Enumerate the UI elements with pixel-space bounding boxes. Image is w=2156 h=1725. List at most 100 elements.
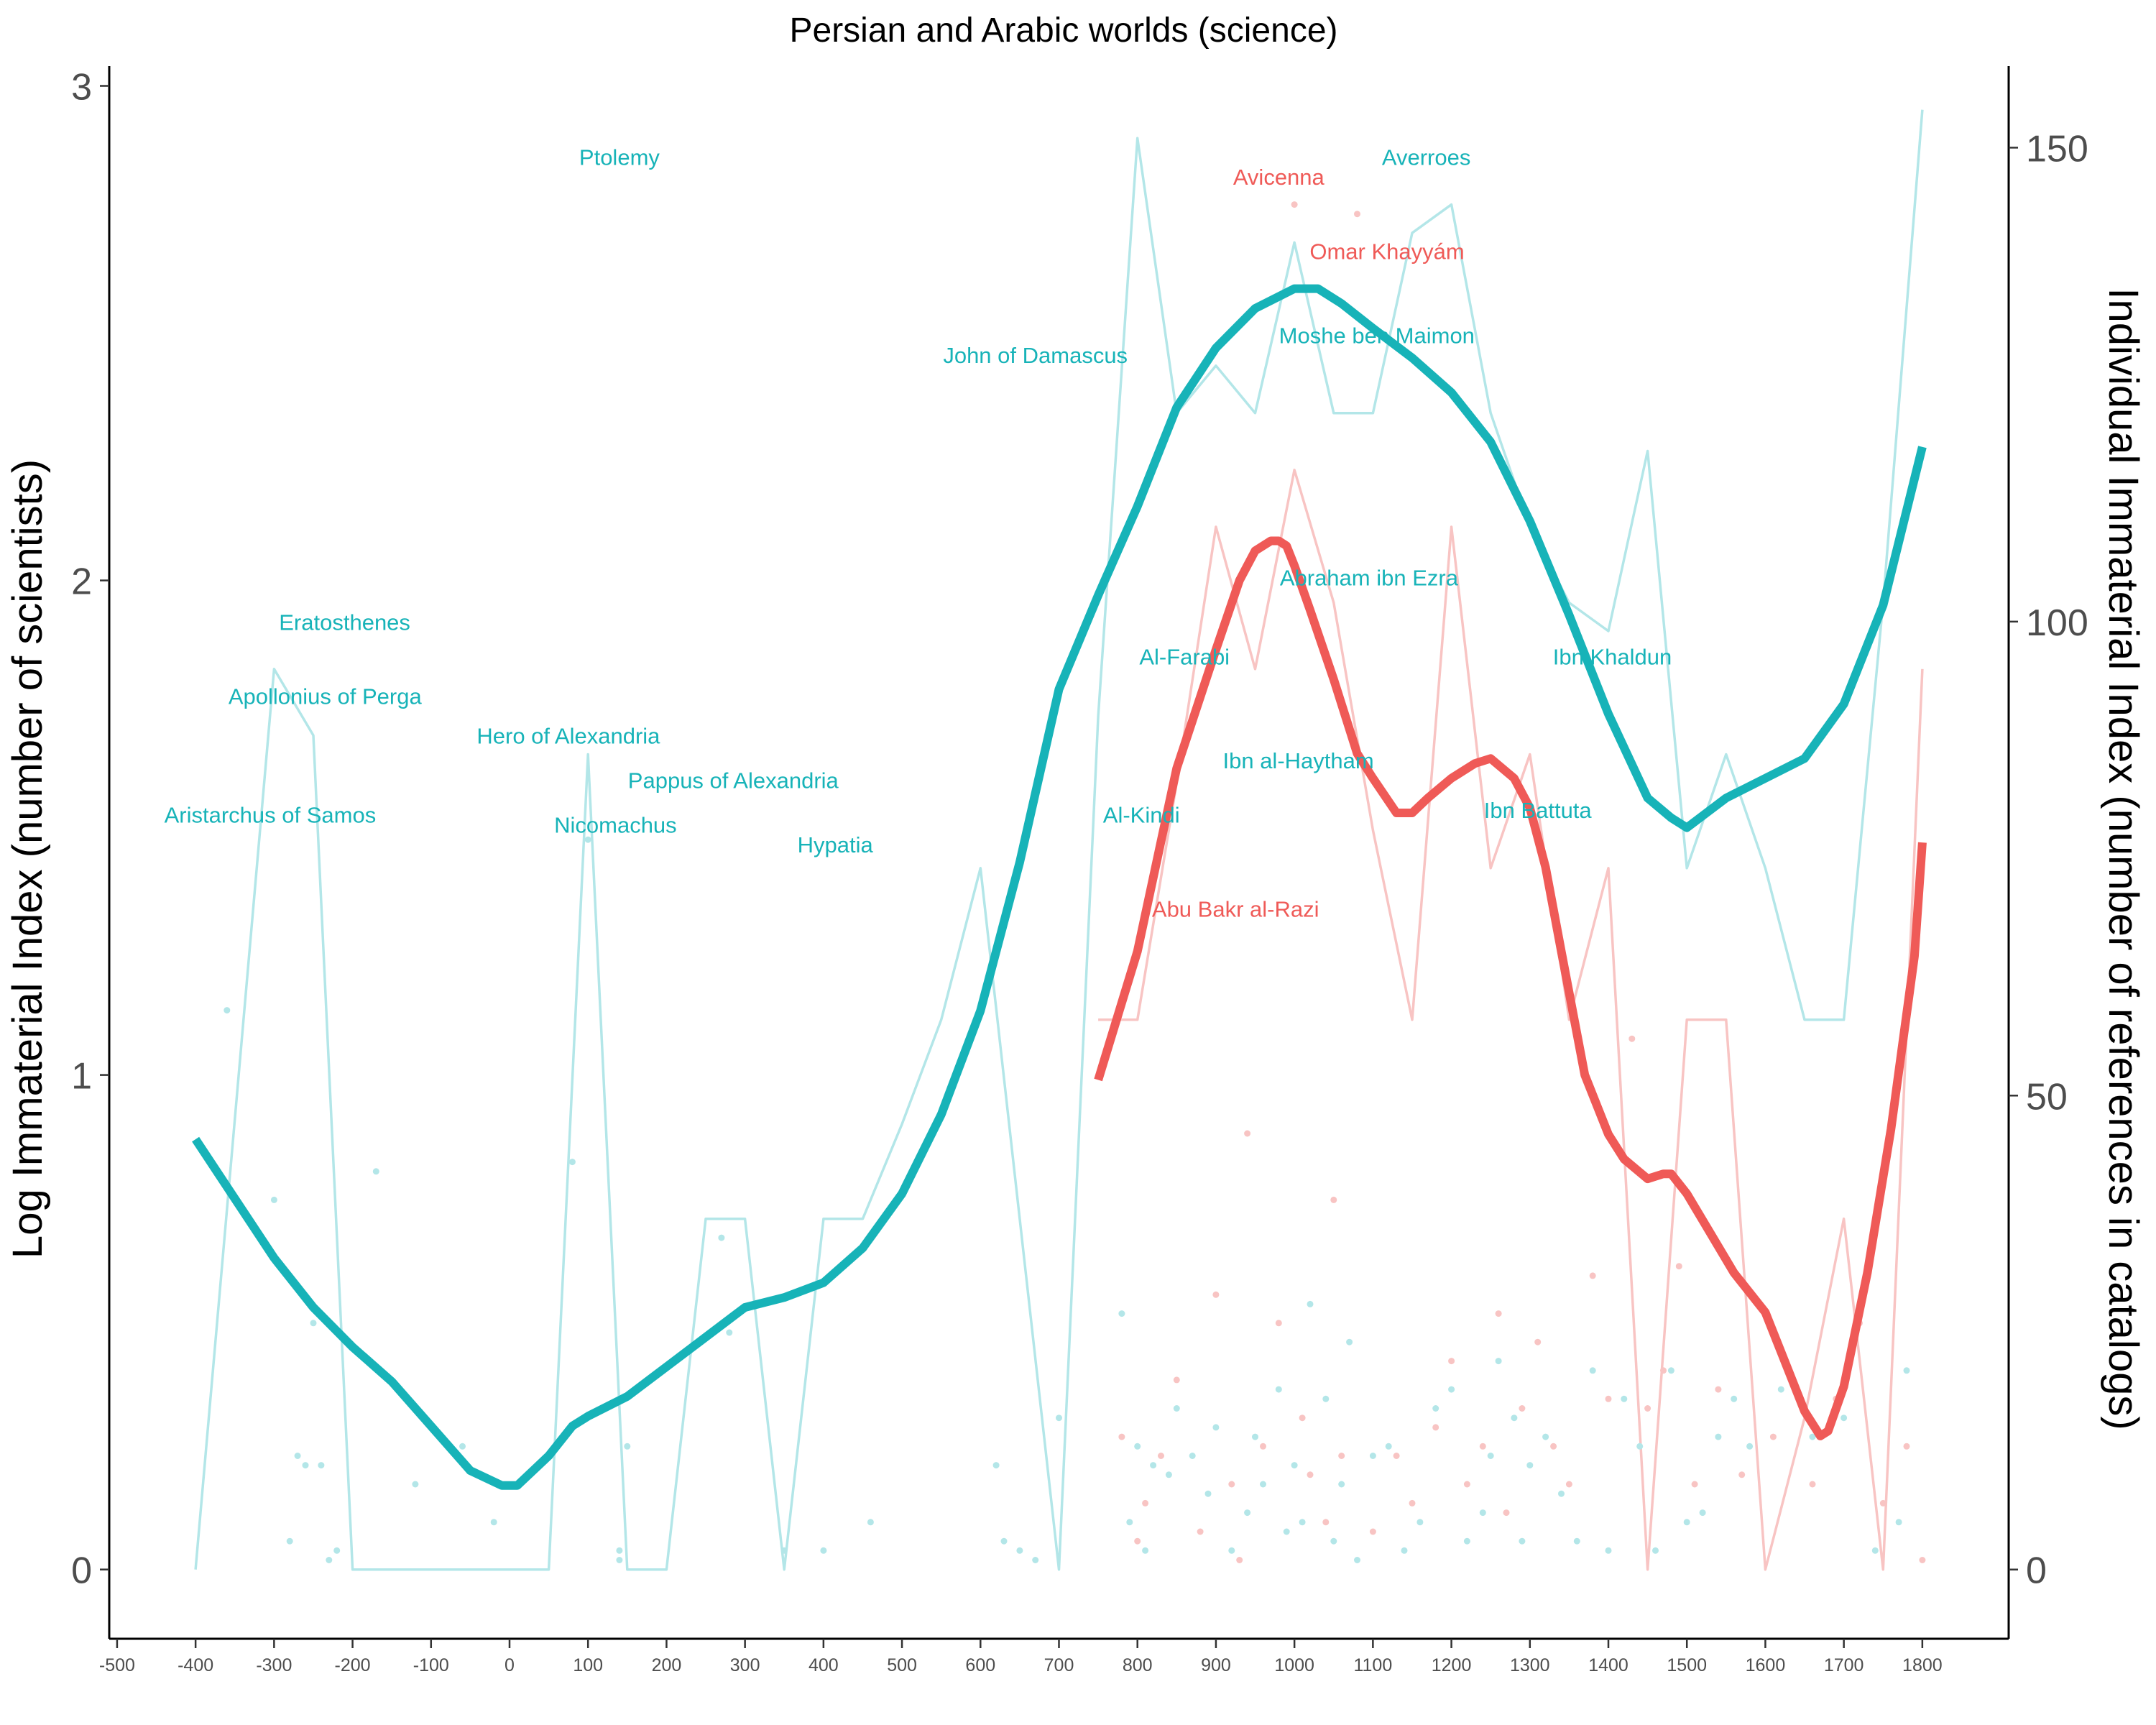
y-left-tick-label: 1 [71,1056,92,1098]
x-tick-label: 0 [505,1655,515,1675]
data-point [726,1329,733,1336]
data-point [1307,1471,1314,1478]
scientist-label: Avicenna [1233,165,1325,190]
data-point [1118,1310,1125,1317]
data-point [1589,1367,1596,1374]
scientist-label: Moshe ben Maimon [1279,323,1475,348]
x-tick-label: 1500 [1667,1655,1707,1675]
data-point [1393,1453,1400,1459]
data-point [1479,1443,1486,1450]
data-point [1644,1405,1651,1412]
data-point [1487,1453,1494,1459]
scientist-label: Abu Bakr al-Razi [1152,896,1319,921]
data-point [1738,1471,1746,1478]
scientist-label: Ibn Battuta [1484,798,1593,823]
data-point [326,1557,333,1563]
data-point [1495,1358,1502,1365]
data-point [1479,1509,1486,1517]
x-tick-label: -500 [99,1655,135,1675]
data-point [1432,1405,1439,1412]
data-point [820,1547,827,1554]
data-point [1260,1443,1266,1450]
axes-layer: -500 -400 -300 -200 -100 0 100 200 300 400 500 600 7… [71,66,2088,1675]
data-point [1385,1443,1392,1450]
x-tick-label: 1400 [1588,1655,1628,1675]
data-point [1354,1557,1360,1563]
data-point [1448,1358,1455,1365]
data-point [1322,1395,1330,1402]
scientist-label: Ptolemy [579,145,660,170]
data-point [1691,1481,1698,1488]
scientist-label: Eratosthenes [279,610,410,635]
data-point [1565,1481,1572,1488]
scientist-label: Nicomachus [554,813,677,838]
data-point [1526,1462,1534,1469]
data-point [1463,1537,1470,1545]
x-tick-label: 1100 [1353,1655,1392,1675]
data-point [1675,1263,1682,1270]
data-point [1173,1405,1180,1412]
data-point [1338,1453,1345,1459]
x-tick-label: -300 [256,1655,292,1675]
data-point [1511,1414,1518,1422]
data-point [270,1196,277,1203]
data-point [1401,1547,1408,1554]
data-point [1118,1433,1125,1440]
data-point [1142,1547,1149,1554]
data-point [1126,1519,1133,1526]
data-point [1330,1537,1337,1545]
x-tick-label: 300 [730,1655,760,1675]
data-point [333,1547,341,1554]
data-point [992,1462,1000,1469]
data-point [1299,1414,1306,1422]
data-point [1871,1547,1879,1554]
data-point [624,1443,631,1450]
data-point [1519,1405,1526,1412]
data-point [1841,1414,1848,1422]
data-point [1299,1519,1306,1526]
data-point [1275,1386,1282,1393]
data-point [1283,1528,1290,1535]
scientist-label: Al-Farabi [1139,645,1230,670]
smooth-trend-line [192,284,1927,1490]
y-axis-left-title: Log Immaterial Index (number of scientis… [4,459,51,1259]
data-point [1236,1557,1243,1563]
data-point [1683,1519,1690,1526]
data-point [1369,1453,1376,1459]
data-point [1660,1367,1667,1374]
data-point [1715,1386,1722,1393]
data-point [1903,1367,1910,1374]
x-tick-label: 600 [965,1655,995,1675]
raw-series-line [194,109,1924,1571]
data-point [1628,1035,1636,1042]
data-point [867,1519,874,1526]
data-point [1228,1481,1235,1488]
data-point [310,1320,317,1327]
data-point [1589,1272,1596,1279]
data-point [1542,1433,1549,1440]
data-point [1621,1395,1628,1402]
data-point [1338,1481,1345,1488]
data-point [1000,1537,1008,1545]
x-tick-label: 1000 [1274,1655,1314,1675]
data-point [1903,1443,1910,1450]
x-tick-label: -200 [335,1655,371,1675]
data-point [1032,1557,1039,1563]
data-point [224,1007,231,1014]
data-point [1165,1471,1172,1478]
y-axis-right-title: Individual Immaterial Index (number of r… [2100,288,2147,1430]
data-point [1636,1443,1644,1450]
x-tick-label: 1600 [1746,1655,1786,1675]
data-point [1197,1528,1204,1535]
data-point [1879,1499,1886,1506]
scientist-label: Pappus of Alexandria [628,768,839,794]
data-point [1158,1453,1164,1459]
data-point [1142,1499,1149,1506]
x-tick-label: 900 [1201,1655,1231,1675]
data-point [1204,1490,1212,1497]
data-point [1573,1537,1580,1545]
smooth-lines-layer [192,284,1927,1490]
scientist-label: Aristarchus of Samos [165,803,377,828]
